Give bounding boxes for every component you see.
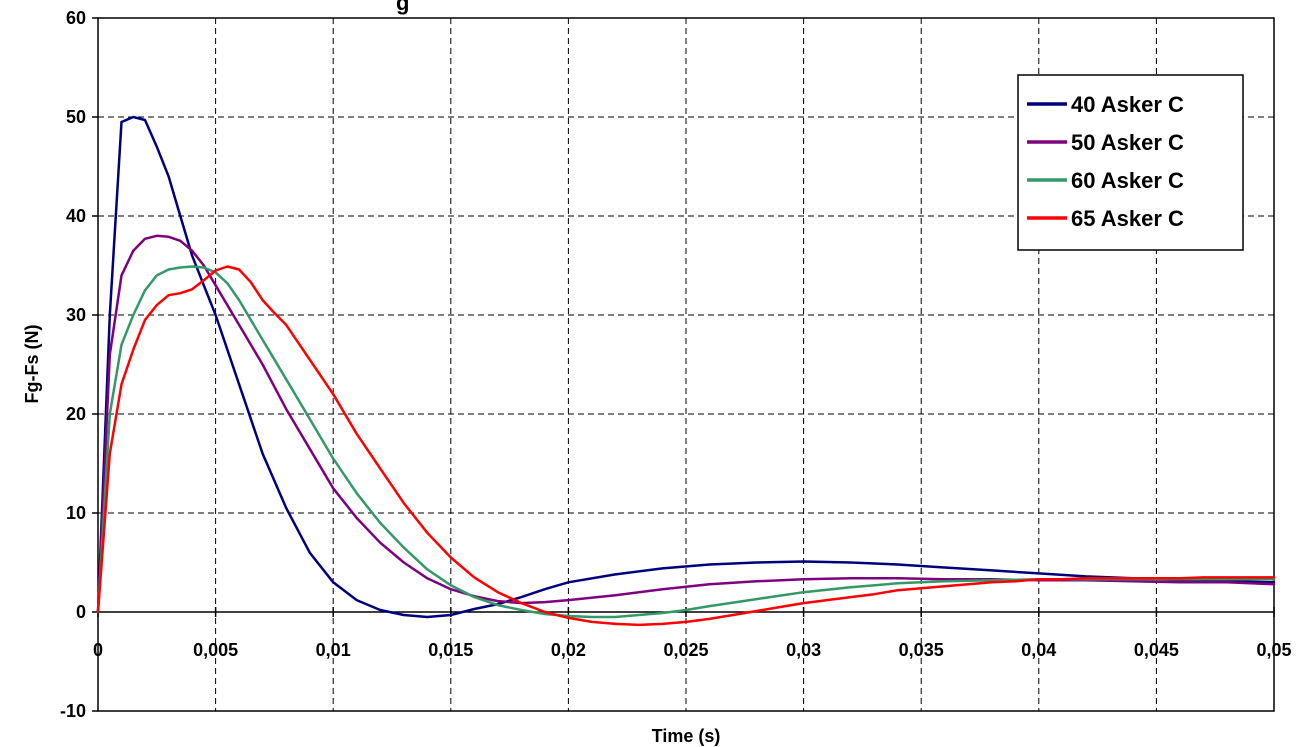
y-tick-label: 60 (66, 8, 86, 28)
x-tick-label: 0,04 (1021, 640, 1056, 660)
y-axis-title: Fg-Fs (N) (22, 325, 42, 404)
legend-label: 50 Asker C (1071, 130, 1184, 155)
x-tick-label: 0,015 (428, 640, 473, 660)
x-tick-label: 0,05 (1256, 640, 1291, 660)
x-tick-label: 0,045 (1134, 640, 1179, 660)
series-line-4 (96, 265, 1276, 627)
x-axis: 0 0,005 0,01 0,015 0,02 0,025 0,03 0,035 0,04 0,0… (93, 607, 1292, 660)
legend-label: 65 Asker C (1071, 206, 1184, 231)
legend: 40 Asker C 50 Asker C 60 Asker C 65 Asker C (1017, 74, 1244, 251)
x-tick-label: 0,025 (663, 640, 708, 660)
series-line-1 (96, 115, 1276, 619)
x-tick-label: 0,02 (551, 640, 586, 660)
y-axis: -10 0 10 20 30 40 50 60 (60, 8, 98, 721)
x-tick-label: 0 (93, 640, 103, 660)
x-tick-label: 0,035 (899, 640, 944, 660)
y-tick-label: 20 (66, 404, 86, 424)
y-tick-label: 40 (66, 206, 86, 226)
legend-label: 60 Asker C (1071, 168, 1184, 193)
x-tick-label: 0,01 (316, 640, 351, 660)
y-tick-label: -10 (60, 701, 86, 721)
y-tick-label: 30 (66, 305, 86, 325)
series-lines (96, 115, 1276, 627)
x-tick-label: 0,005 (193, 640, 238, 660)
series-line-2 (96, 234, 1276, 614)
x-tick-label: 0,03 (786, 640, 821, 660)
y-tick-label: 10 (66, 503, 86, 523)
legend-label: 40 Asker C (1071, 92, 1184, 117)
chart-title-fragment: g (396, 0, 409, 15)
y-tick-label: 0 (76, 602, 86, 622)
plot-area-border (97, 17, 1275, 712)
series-line-3 (96, 265, 1276, 619)
y-tick-label: 50 (66, 107, 86, 127)
x-axis-title: Time (s) (652, 726, 721, 746)
